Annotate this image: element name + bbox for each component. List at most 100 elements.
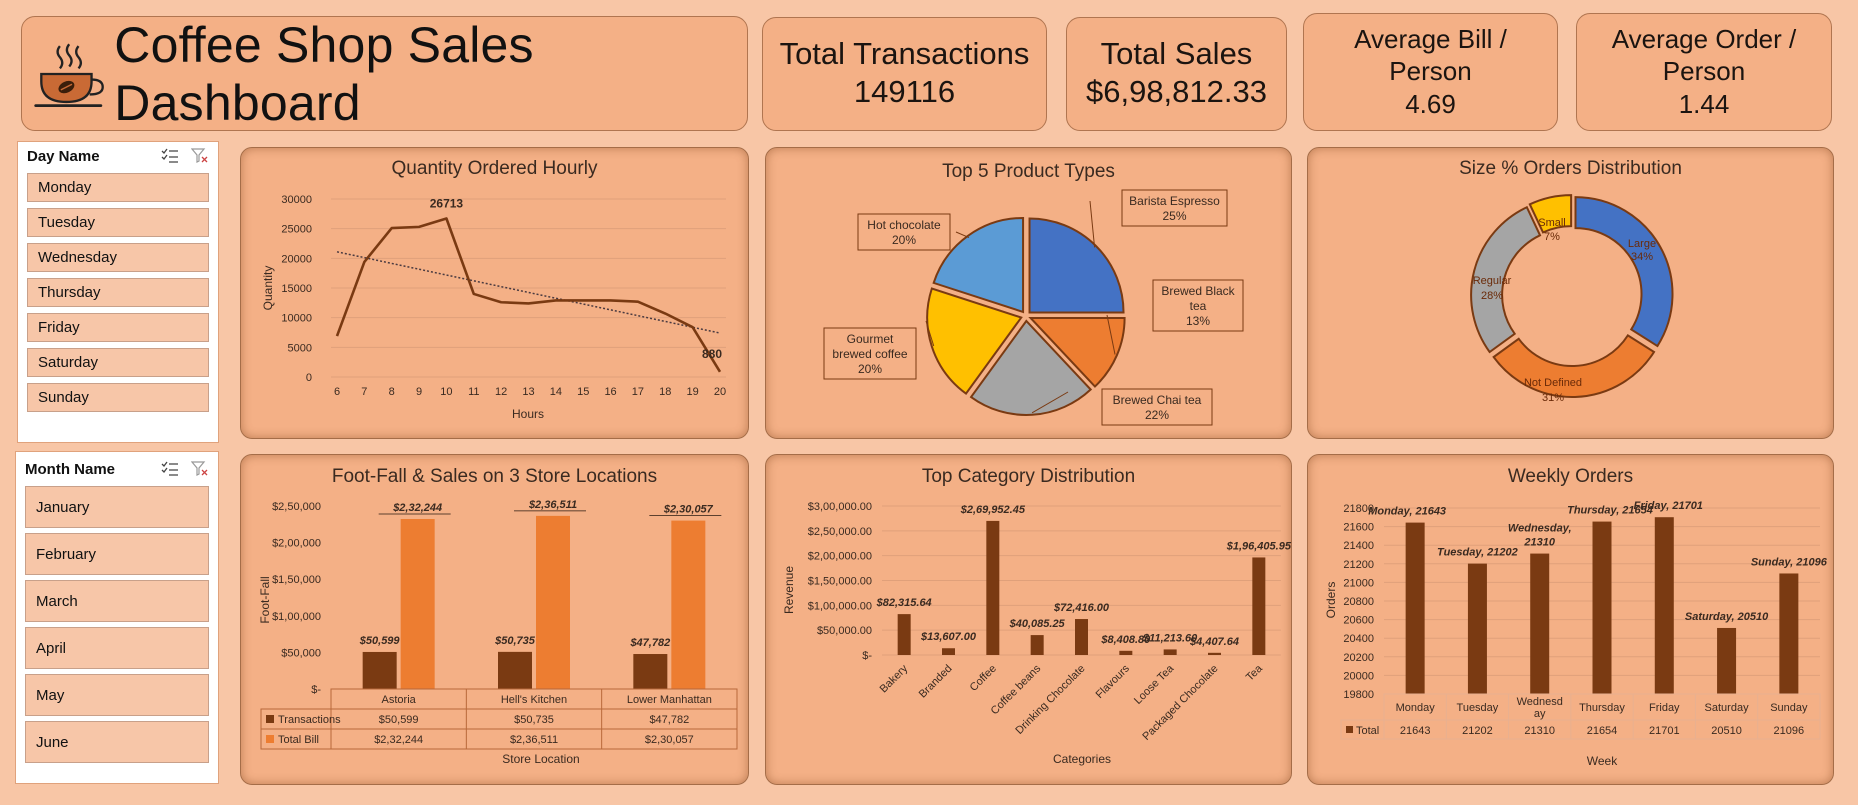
- x-tick-label: 11: [468, 386, 479, 398]
- y-axis-title: Quantity: [261, 266, 275, 311]
- slicer-item-thursday[interactable]: Thursday: [27, 278, 209, 307]
- weekly-bar-chart: 19800 20000 20200 20400 20600 20800 21000 21200…: [1324, 500, 1828, 768]
- table-header: Astoria: [382, 694, 417, 706]
- kpi-value: 149116: [853, 74, 956, 109]
- data-label: $2,36,511: [528, 499, 577, 511]
- slicer-item-april[interactable]: April: [25, 627, 209, 669]
- bar: [1717, 627, 1737, 694]
- bar: [1252, 557, 1266, 655]
- legend-key: [266, 735, 274, 743]
- slice-label: Not Defined: [1524, 377, 1582, 389]
- series-line: [335, 217, 722, 373]
- slice-percent: 22%: [1145, 408, 1169, 422]
- y-tick-label: 15000: [281, 283, 312, 295]
- table-cell: 21202: [1462, 725, 1493, 737]
- x-tick-label: 10: [440, 386, 452, 398]
- bar: [1779, 573, 1799, 694]
- data-label: Tuesday, 21202: [1437, 547, 1518, 559]
- hourly-chart-panel: Quantity Ordered Hourly 0 5000 10000 15000 2…: [240, 147, 749, 439]
- x-tick-label: Bakery: [878, 662, 911, 695]
- slice-label: tea: [1190, 299, 1207, 313]
- data-label: $11,213.60: [1142, 632, 1198, 644]
- x-tick-label: 9: [416, 386, 422, 398]
- data-label: $2,69,952.45: [960, 504, 1026, 516]
- categories-chart-panel: Top Category Distribution $- $50,000.00 $1…: [765, 454, 1292, 785]
- categories-bar-chart: $- $50,000.00 $1,00,000.00 $1,50,000.00 $2,0…: [782, 501, 1292, 766]
- slicer-item-wednesday[interactable]: Wednesday: [27, 243, 209, 272]
- dashboard-title-card: Coffee Shop Sales Dashboard: [21, 16, 748, 131]
- slicer-item-friday[interactable]: Friday: [27, 313, 209, 342]
- kpi-value: $6,98,812.33: [1085, 74, 1267, 109]
- chart-title: Size % Orders Distribution: [1459, 158, 1682, 179]
- bar: [1030, 635, 1044, 655]
- x-tick-label: 18: [659, 386, 671, 398]
- y-tick-label: 10000: [281, 313, 312, 325]
- table-cell: $2,30,057: [645, 734, 694, 746]
- x-tick-label: 13: [522, 386, 534, 398]
- slice-percent: 25%: [1162, 209, 1186, 223]
- x-axis-title: Store Location: [502, 752, 579, 766]
- slicer-item-january[interactable]: January: [25, 486, 209, 528]
- table-cell: $47,782: [649, 714, 689, 726]
- y-tick-label: 21400: [1343, 540, 1374, 552]
- table-header: Friday: [1649, 702, 1680, 714]
- clear-filter-icon[interactable]: [191, 461, 209, 477]
- slicer-item-tuesday[interactable]: Tuesday: [27, 208, 209, 237]
- bar: [1075, 619, 1088, 655]
- slicer-item-saturday[interactable]: Saturday: [27, 348, 209, 377]
- slice-label-box: [1152, 279, 1244, 332]
- data-label: $47,782: [629, 637, 670, 649]
- data-label: $8,408.80: [1100, 634, 1151, 646]
- y-tick-label: 19800: [1343, 689, 1374, 701]
- table-cell: $2,32,244: [374, 734, 423, 746]
- kpi-total-sales: Total Sales $6,98,812.33: [1066, 17, 1287, 131]
- y-tick-label: $1,50,000: [272, 574, 321, 586]
- data-label: $4,407.64: [1189, 636, 1239, 648]
- bar: [1208, 652, 1221, 655]
- series-name: Transactions: [278, 714, 341, 726]
- data-label-min: 880: [702, 347, 722, 361]
- slicer-item-march[interactable]: March: [25, 580, 209, 622]
- y-tick-label: 21800: [1343, 503, 1374, 515]
- leader-line: [1031, 391, 1069, 414]
- kpi-total-transactions: Total Transactions 149116: [762, 17, 1047, 131]
- table-cell: $2,36,511: [510, 734, 558, 746]
- y-axis-title: Orders: [1324, 582, 1338, 619]
- slice-label: Large: [1628, 238, 1656, 250]
- multi-select-icon[interactable]: [161, 461, 179, 477]
- x-tick-label: 6: [334, 386, 340, 398]
- slicer-item-monday[interactable]: Monday: [27, 173, 209, 202]
- multi-select-icon[interactable]: [161, 148, 179, 164]
- clear-filter-icon[interactable]: [191, 148, 209, 164]
- x-tick-label: 20: [714, 386, 726, 398]
- stores-chart-panel: Foot-Fall & Sales on 3 Store Locations $…: [240, 454, 749, 785]
- table-cell: 21310: [1524, 725, 1555, 737]
- y-tick-label: $1,00,000: [272, 611, 321, 623]
- kpi-label: Average Order / Person: [1611, 24, 1797, 86]
- slicer-item-february[interactable]: February: [25, 533, 209, 575]
- slice-percent: 13%: [1186, 314, 1210, 328]
- slicer-item-june[interactable]: June: [25, 721, 209, 763]
- data-table-row: [1340, 719, 1821, 740]
- data-label: Monday, 21643: [1368, 506, 1446, 518]
- x-tick-label: Tea: [1244, 662, 1266, 684]
- y-axis-title: Foot-Fall: [258, 576, 272, 623]
- slice-label-box: [857, 213, 951, 251]
- table-header: ay: [1534, 708, 1546, 720]
- y-tick-label: $2,00,000.00: [808, 551, 872, 563]
- products-chart-panel: Top 5 Product Types Barista Espresso 25% B…: [765, 147, 1292, 439]
- data-label: $2,30,057: [663, 504, 714, 516]
- table-cell: 21654: [1587, 725, 1618, 737]
- slicer-item-may[interactable]: May: [25, 674, 209, 716]
- stores-bar-chart: $- $50,000 $1,00,000 $1,50,000 $2,00,000 $2,5…: [258, 499, 738, 766]
- table-header: Wednesd: [1517, 696, 1563, 708]
- slice-label-box: [1121, 189, 1228, 227]
- x-tick-label: 7: [361, 386, 367, 398]
- slice-percent: 31%: [1542, 392, 1564, 404]
- data-label: $40,085.25: [1009, 618, 1066, 630]
- bar: [1592, 521, 1612, 694]
- slice-percent: 20%: [892, 233, 916, 247]
- x-axis-title: Week: [1587, 754, 1618, 768]
- slicer-item-sunday[interactable]: Sunday: [27, 383, 209, 412]
- leader-line: [1089, 200, 1096, 248]
